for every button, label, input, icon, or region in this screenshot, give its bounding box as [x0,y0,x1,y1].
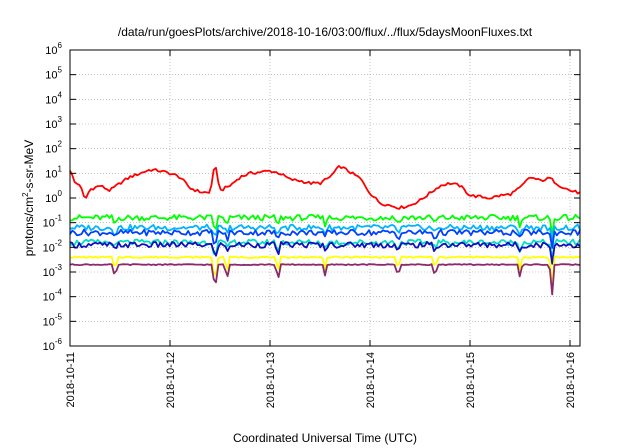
y-tick-label: 10-2 [43,238,63,254]
series-line [70,255,581,289]
series-line [69,241,581,265]
x-tick-label: 2018-10-12 [165,352,177,408]
y-tick-label: 10-6 [43,337,63,353]
y-axis-label-sup: 2 [21,192,30,197]
x-tick-label: 2018-10-11 [65,352,77,407]
y-tick-label: 105 [45,66,62,82]
x-tick-label: 2018-10-13 [265,352,277,408]
series-line [69,213,581,235]
series-line [69,228,581,249]
y-tick-label: 102 [45,140,62,156]
y-tick-label: 101 [45,164,62,180]
grid [70,50,580,346]
y-tick-label: 104 [45,90,62,106]
y-axis-ticks: 10-6 10-5 10-4 10-3 10-2 10-1 100 101 102 103 104 1… [43,41,580,353]
x-axis-ticks: 2018-10-11 2018-10-12 2018-10-13 2018-10-14… [65,50,577,408]
y-tick-label: 10-3 [43,263,63,279]
y-tick-label: 10-1 [43,214,63,230]
y-axis-label: protons/cm2-s-sr-MeV [21,140,36,256]
y-tick-label: 10-5 [43,312,63,328]
x-tick-label: 2018-10-15 [465,352,477,408]
series-line [69,238,581,260]
x-tick-label: 2018-10-16 [565,352,577,408]
x-axis-label: Coordinated Universal Time (UTC) [233,431,417,445]
data-series [69,164,581,296]
y-axis-label-pre: protons/cm [22,197,36,256]
y-tick-label: 100 [45,189,62,205]
chart-title: /data/run/goesPlots/archive/2018-10-16/0… [118,25,533,39]
y-tick-label: 103 [45,115,62,131]
y-tick-label: 106 [45,41,62,57]
y-axis-label-post: -s-sr-MeV [22,140,36,193]
x-tick-label: 2018-10-14 [365,352,377,408]
y-tick-label: 10-4 [43,288,63,304]
series-line [69,164,581,210]
series-line [69,263,581,296]
